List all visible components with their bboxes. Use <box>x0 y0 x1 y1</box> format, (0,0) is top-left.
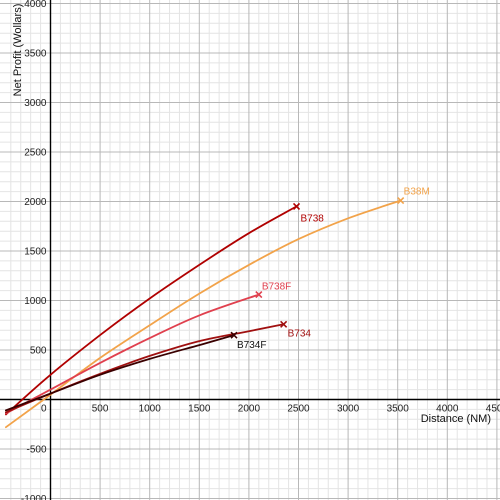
x-tick-label: 4000 <box>436 404 459 415</box>
series-b734f: B734F <box>5 331 266 412</box>
origin-label: 0 <box>41 404 47 415</box>
series-b738: B738 <box>5 202 325 416</box>
series-b38m: B38M <box>5 187 430 429</box>
series-label-b738: B738 <box>301 213 325 224</box>
series-label-b734: B734 <box>288 328 312 339</box>
end-marker-b738f <box>255 290 263 299</box>
end-marker-b738 <box>292 202 301 211</box>
series-line-b734f <box>5 334 235 412</box>
series-line-b738f <box>5 293 260 415</box>
y-axis-title: Net Profit (Wollars) <box>12 4 24 97</box>
y-tick-label: 1000 <box>24 296 47 307</box>
y-tick-label: 500 <box>30 346 47 357</box>
series-label-b734f: B734F <box>237 340 266 351</box>
series-line-b38m <box>5 199 402 429</box>
y-tick-label: 2500 <box>24 148 47 159</box>
end-marker-b38m <box>397 196 405 205</box>
tick-labels: 500 1000 1500 2000 2500 3000 3500 4000 4500 -1000… <box>21 0 500 500</box>
y-tick-label: 2000 <box>24 197 47 208</box>
series-line-b738 <box>5 205 298 416</box>
x-axis-title: Distance (NM) <box>421 413 491 425</box>
x-tick-label: 1500 <box>188 404 211 415</box>
series-b734: B734 <box>5 320 312 414</box>
y-tick-label: 3000 <box>24 98 47 109</box>
x-tick-label: 4500 <box>486 404 500 415</box>
end-marker-b734 <box>280 320 288 328</box>
y-tick-label: 4000 <box>24 0 47 10</box>
x-tick-label: 2000 <box>238 404 261 415</box>
y-tick-label: 3500 <box>24 49 47 60</box>
y-tick-label: -500 <box>26 445 46 456</box>
end-marker-b734f <box>230 331 238 339</box>
y-tick-label: -1000 <box>21 494 47 500</box>
x-tick-label: 1000 <box>139 404 162 415</box>
series-b738f: B738F <box>5 282 291 415</box>
series-layer: B738 B38M B738F B734 B734F <box>5 187 430 429</box>
y-tick-label: 1500 <box>24 247 47 258</box>
x-tick-label: 3500 <box>387 404 410 415</box>
series-label-b738f: B738F <box>262 282 291 293</box>
x-tick-label: 500 <box>92 404 109 415</box>
series-label-b38m: B38M <box>404 187 430 198</box>
axis-titles: Distance (NM) Net Profit (Wollars) <box>12 4 491 425</box>
x-tick-label: 3000 <box>337 404 360 415</box>
x-tick-label: 2500 <box>287 404 310 415</box>
